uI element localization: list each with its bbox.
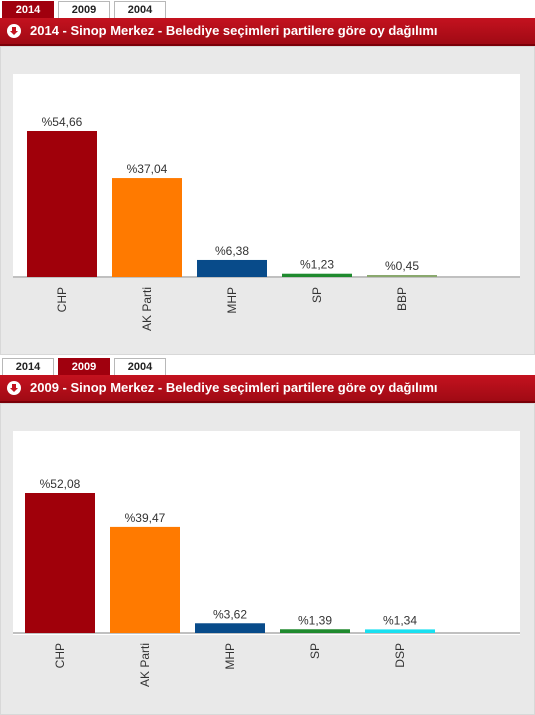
tab-2014[interactable]: 2014 (2, 358, 54, 375)
results-panel-2009: 2014 2009 2004 2009 - Sinop Merkez - Bel… (0, 357, 535, 715)
data-label: %1,34 (383, 613, 417, 627)
panel-header: 2014 - Sinop Merkez - Belediye seçimleri… (0, 18, 535, 46)
download-arrow-icon[interactable] (7, 381, 21, 395)
bar-mhp (197, 259, 267, 277)
bar-sp (282, 273, 352, 277)
year-tabs: 2014 2009 2004 (0, 0, 535, 18)
bar-chp (25, 493, 95, 633)
category-label: MHP (223, 643, 237, 670)
bar-bbp (367, 275, 437, 277)
data-label: %1,39 (298, 613, 332, 627)
category-label: MHP (225, 287, 239, 314)
tab-2009[interactable]: 2009 (58, 358, 110, 375)
download-arrow-icon[interactable] (7, 24, 21, 38)
data-label: %3,62 (213, 607, 247, 621)
category-label: CHP (53, 643, 67, 668)
bar-chp (27, 131, 97, 277)
category-label: DSP (393, 643, 407, 668)
data-label: %54,66 (42, 115, 83, 129)
plot-area (13, 74, 520, 278)
panel-header: 2009 - Sinop Merkez - Belediye seçimleri… (0, 375, 535, 403)
data-label: %39,47 (125, 511, 166, 525)
category-label: AK Parti (138, 643, 152, 687)
bar-chart-2009: %52,08 CHP %39,47 AK Parti %3,62 MHP %1,39 SP %1… (13, 431, 520, 687)
bar-ak-parti (112, 178, 182, 277)
data-label: %52,08 (40, 477, 81, 491)
panel-title: 2009 - Sinop Merkez - Belediye seçimleri… (30, 380, 438, 395)
tab-2014[interactable]: 2014 (2, 1, 54, 18)
chart-area: %52,08 CHP %39,47 AK Parti %3,62 MHP %1,39 SP %1… (0, 403, 535, 715)
category-label: BBP (395, 287, 409, 311)
category-label: SP (308, 643, 322, 659)
plot-area (13, 431, 520, 635)
category-label: SP (310, 287, 324, 303)
bar-ak-parti (110, 526, 180, 633)
data-label: %1,23 (300, 258, 334, 272)
data-label: %37,04 (127, 162, 168, 176)
data-label: %6,38 (215, 244, 249, 258)
data-label: %0,45 (385, 259, 419, 273)
bar-mhp (195, 623, 265, 633)
chart-area: %54,66 CHP %37,04 AK Parti %6,38 MHP %1,23 SP %0… (0, 46, 535, 355)
panel-title: 2014 - Sinop Merkez - Belediye seçimleri… (30, 23, 438, 38)
tab-2004[interactable]: 2004 (114, 358, 166, 375)
tab-2009[interactable]: 2009 (58, 1, 110, 18)
bar-dsp (365, 629, 435, 633)
bar-chart-2014: %54,66 CHP %37,04 AK Parti %6,38 MHP %1,23 SP %0… (13, 74, 520, 331)
year-tabs: 2014 2009 2004 (0, 357, 535, 375)
category-label: AK Parti (140, 287, 154, 331)
tab-2004[interactable]: 2004 (114, 1, 166, 18)
results-panel-2014: 2014 2009 2004 2014 - Sinop Merkez - Bel… (0, 0, 535, 355)
category-label: CHP (55, 287, 69, 312)
bar-sp (280, 629, 350, 633)
